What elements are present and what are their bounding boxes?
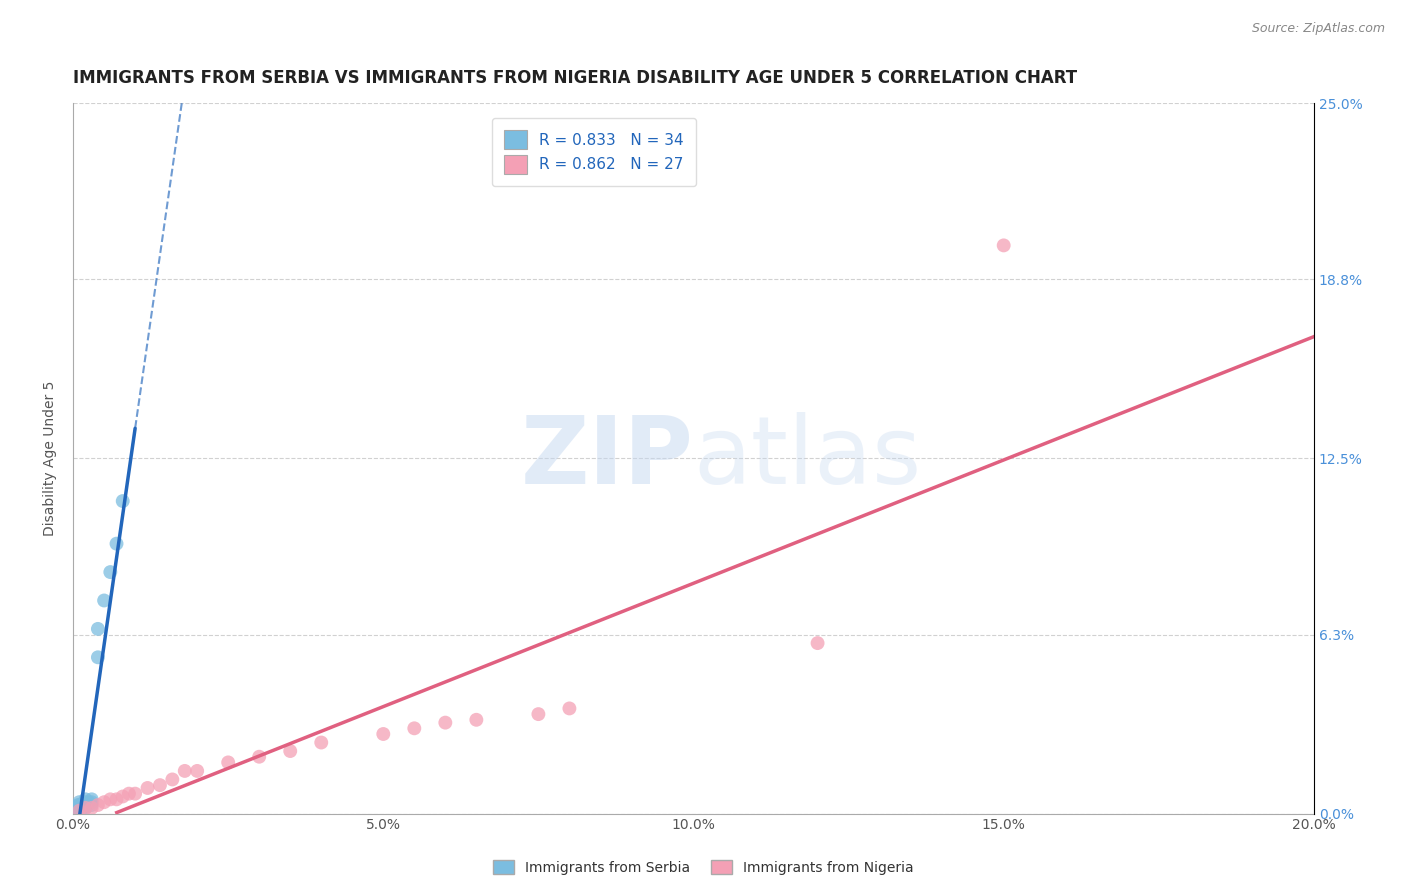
Point [87,622,110,636]
Point [173,764,195,778]
Point [993,238,1015,252]
Point [65,801,87,815]
Point [278,744,301,758]
Point [70,797,93,812]
Point [63,804,86,818]
Point [105,792,128,806]
Point [76,797,98,812]
Point [93,795,115,809]
Point [75,801,97,815]
Point [66,804,89,818]
Point [186,764,208,778]
Point [69,801,91,815]
Point [373,727,395,741]
Point [65,804,87,818]
Point [806,636,828,650]
Point [162,772,184,787]
Point [124,787,146,801]
Point [105,536,128,550]
Point [80,801,103,815]
Point [67,795,90,809]
Point [87,650,110,665]
Point [73,795,96,809]
Point [70,801,93,815]
Point [67,801,90,815]
Legend: Immigrants from Serbia, Immigrants from Nigeria: Immigrants from Serbia, Immigrants from … [488,855,918,880]
Point [67,804,90,818]
Point [67,797,90,812]
Point [66,801,89,815]
Point [72,797,94,812]
Point [136,780,159,795]
Point [111,789,134,804]
Point [98,792,121,806]
Point [80,797,103,812]
Text: atlas: atlas [693,412,922,505]
Point [80,795,103,809]
Text: ZIP: ZIP [520,412,693,505]
Point [77,795,100,809]
Point [75,801,97,815]
Point [75,792,97,806]
Point [67,804,90,818]
Point [66,801,89,815]
Point [75,797,97,812]
Point [527,707,550,722]
Text: Source: ZipAtlas.com: Source: ZipAtlas.com [1251,22,1385,36]
Point [72,797,94,812]
Point [67,801,90,815]
Point [118,787,141,801]
Point [149,778,172,792]
Point [404,721,426,735]
Point [558,701,581,715]
Point [67,797,90,812]
Point [247,749,270,764]
Point [465,713,488,727]
Point [67,804,90,818]
Point [309,735,332,749]
Point [98,565,121,579]
Y-axis label: Disability Age Under 5: Disability Age Under 5 [44,381,58,536]
Point [72,801,94,815]
Point [87,797,110,812]
Text: IMMIGRANTS FROM SERBIA VS IMMIGRANTS FROM NIGERIA DISABILITY AGE UNDER 5 CORRELA: IMMIGRANTS FROM SERBIA VS IMMIGRANTS FRO… [73,69,1077,87]
Legend: R = 0.833   N = 34, R = 0.862   N = 27: R = 0.833 N = 34, R = 0.862 N = 27 [492,118,696,186]
Point [111,494,134,508]
Point [80,792,103,806]
Point [217,756,239,770]
Point [93,593,115,607]
Point [434,715,457,730]
